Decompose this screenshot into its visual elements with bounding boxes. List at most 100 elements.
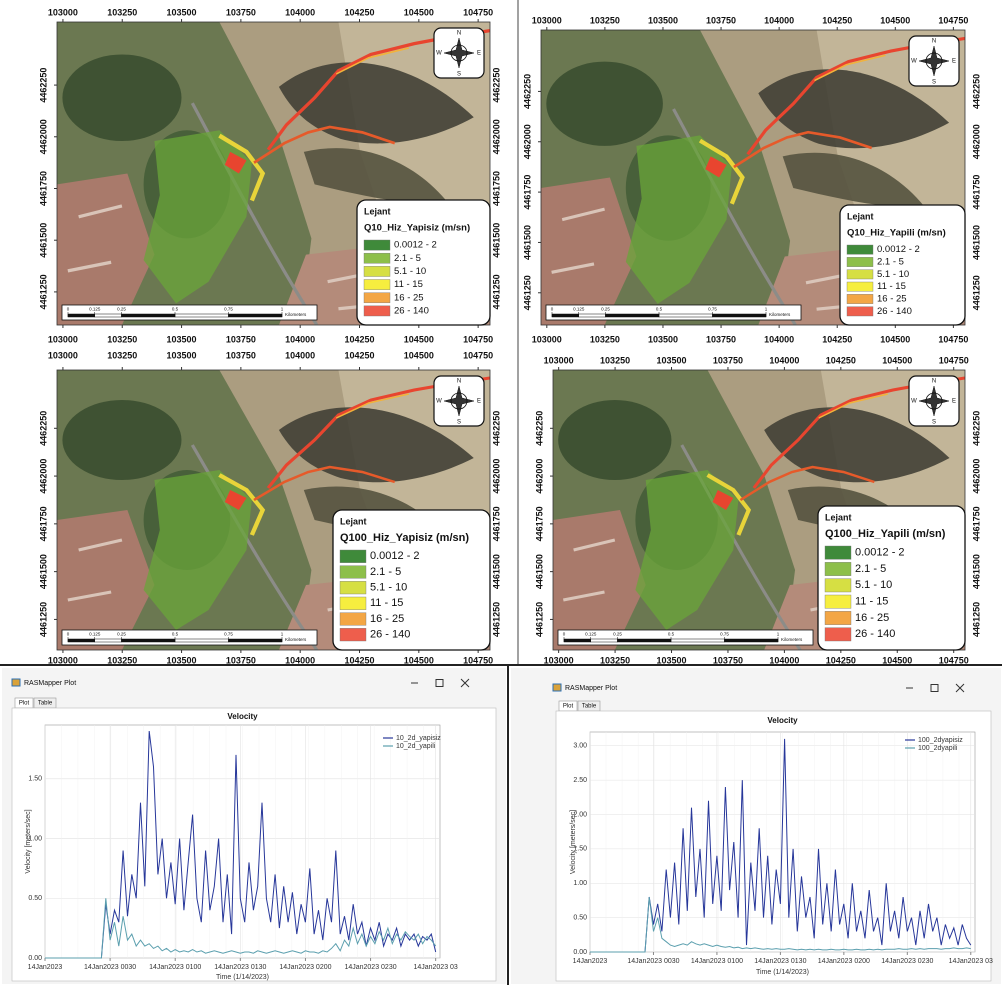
- x-tick-label: 14Jan2023 0230: [881, 958, 933, 965]
- compass-letter: W: [436, 51, 442, 57]
- legend-label: 2.1 - 5: [877, 257, 904, 268]
- legend-label: 10_2d_yapili: [396, 743, 436, 750]
- x-tick-label: 103000: [48, 334, 78, 344]
- scale-label: 0.125: [573, 307, 585, 312]
- x-tick-label: 103250: [590, 15, 620, 25]
- y-tick-label: 4461500: [971, 554, 981, 589]
- x-tick-label: 104750: [463, 655, 493, 665]
- y-axis-label: Velocity [meters/sec]: [570, 810, 577, 874]
- compass-letter: E: [952, 399, 956, 405]
- x-tick-label: 103750: [706, 334, 736, 344]
- legend-swatch: [825, 628, 851, 641]
- compass-letter: E: [477, 51, 481, 57]
- scale-segment: [229, 314, 283, 317]
- legend-swatch: [340, 550, 366, 563]
- x-tick-label: 104750: [463, 350, 493, 360]
- x-tick-label: 104250: [822, 15, 852, 25]
- x-tick-label: 14Jan2023 0230: [344, 964, 396, 971]
- legend-swatch: [364, 280, 390, 290]
- scale-label: 0.5: [656, 307, 663, 312]
- scale-label: 0.5: [668, 632, 675, 637]
- scale-segment: [659, 314, 713, 317]
- scale-segment: [122, 639, 176, 642]
- chart-title: Velocity: [767, 716, 798, 725]
- legend-label: 26 - 140: [877, 306, 912, 317]
- x-tick-label: 14Jan2023 0130: [754, 958, 806, 965]
- x-tick-label: 103750: [226, 655, 256, 665]
- scale-label: 0.125: [89, 632, 101, 637]
- chart-title: Velocity: [227, 712, 258, 721]
- x-tick-label: 104500: [404, 7, 434, 17]
- x-tick-label: 103750: [226, 350, 256, 360]
- x-tick-label: 104750: [938, 15, 968, 25]
- x-tick-label: 103500: [167, 7, 197, 17]
- compass-letter: W: [911, 59, 917, 65]
- legend-label: 16 - 25: [394, 292, 424, 303]
- y-tick-label: 4462250: [971, 74, 981, 109]
- x-tick-label: 104000: [764, 334, 794, 344]
- y-tick-label: 4461750: [971, 175, 981, 210]
- legend-swatch: [847, 245, 873, 254]
- legend-label: 0.0012 - 2: [855, 547, 905, 559]
- legend-title: Lejant: [364, 206, 391, 216]
- y-tick-label: 4461750: [38, 171, 48, 206]
- y-tick-label: 4461500: [522, 225, 532, 260]
- y-tick-label: 4462250: [38, 411, 48, 446]
- y-tick-label: 4462000: [491, 459, 501, 494]
- y-tick-label: 4461500: [971, 225, 981, 260]
- legend-swatch: [364, 293, 390, 303]
- scale-segment: [713, 314, 767, 317]
- y-tick-label: 1.50: [28, 776, 42, 783]
- x-tick-label: 14Jan2023 03: [949, 958, 993, 965]
- compass-letter: E: [477, 399, 481, 405]
- scale-segment: [95, 314, 122, 317]
- scale-label: 0.25: [117, 632, 126, 637]
- legend-label: 11 - 15: [877, 281, 906, 292]
- legend-label: 11 - 15: [394, 279, 423, 290]
- x-tick-label: 103750: [713, 655, 743, 665]
- y-tick-label: 4461500: [534, 554, 544, 589]
- legend-swatch: [340, 597, 366, 610]
- x-tick-label: 103000: [48, 655, 78, 665]
- x-tick-label: 104750: [463, 334, 493, 344]
- map-panel: 1030001030001032501032501035001035001037…: [522, 15, 981, 344]
- scale-label: 0.75: [708, 307, 717, 312]
- legend-label: 11 - 15: [370, 597, 403, 609]
- y-tick-label: 4461750: [534, 506, 544, 541]
- x-tick-label: 14Jan2023: [573, 958, 608, 965]
- legend-label: 0.0012 - 2: [370, 550, 420, 562]
- x-tick-label: 104500: [882, 655, 912, 665]
- legend-label: 26 - 140: [855, 628, 895, 640]
- scale-segment: [68, 314, 95, 317]
- x-tick-label: 103500: [167, 350, 197, 360]
- x-tick-label: 103250: [600, 655, 630, 665]
- legend-swatch: [364, 306, 390, 316]
- legend-swatch: [340, 566, 366, 579]
- y-tick-label: 4462250: [522, 74, 532, 109]
- x-tick-label: 104250: [826, 355, 856, 365]
- scale-unit: Kilometers: [285, 312, 307, 317]
- window-icon: [12, 679, 20, 686]
- x-tick-label: 103250: [107, 655, 137, 665]
- compass-letter: W: [436, 399, 442, 405]
- compass-letter: E: [952, 59, 956, 65]
- legend-title: Lejant: [340, 516, 367, 526]
- y-tick-label: 4462000: [534, 459, 544, 494]
- scale-label: 0.125: [585, 632, 597, 637]
- legend-swatch: [825, 611, 851, 624]
- scale-segment: [606, 314, 660, 317]
- legend-label: 26 - 140: [370, 629, 410, 641]
- map-panel: 1030001030001032501032501035001035001037…: [38, 350, 501, 665]
- x-tick-label: 104000: [285, 350, 315, 360]
- legend-label: 26 - 140: [394, 305, 429, 316]
- scale-segment: [579, 314, 606, 317]
- x-tick-label: 104000: [285, 7, 315, 17]
- legend-swatch: [847, 282, 873, 291]
- legend-swatch: [825, 562, 851, 575]
- x-tick-label: 103500: [167, 334, 197, 344]
- x-tick-label: 14Jan2023: [28, 964, 63, 971]
- window-title: RASMapper Plot: [24, 680, 76, 687]
- legend-swatch: [847, 307, 873, 316]
- legend-label: 16 - 25: [877, 294, 907, 305]
- legend-subtitle: Q10_Hiz_Yapili (m/sn): [847, 228, 946, 239]
